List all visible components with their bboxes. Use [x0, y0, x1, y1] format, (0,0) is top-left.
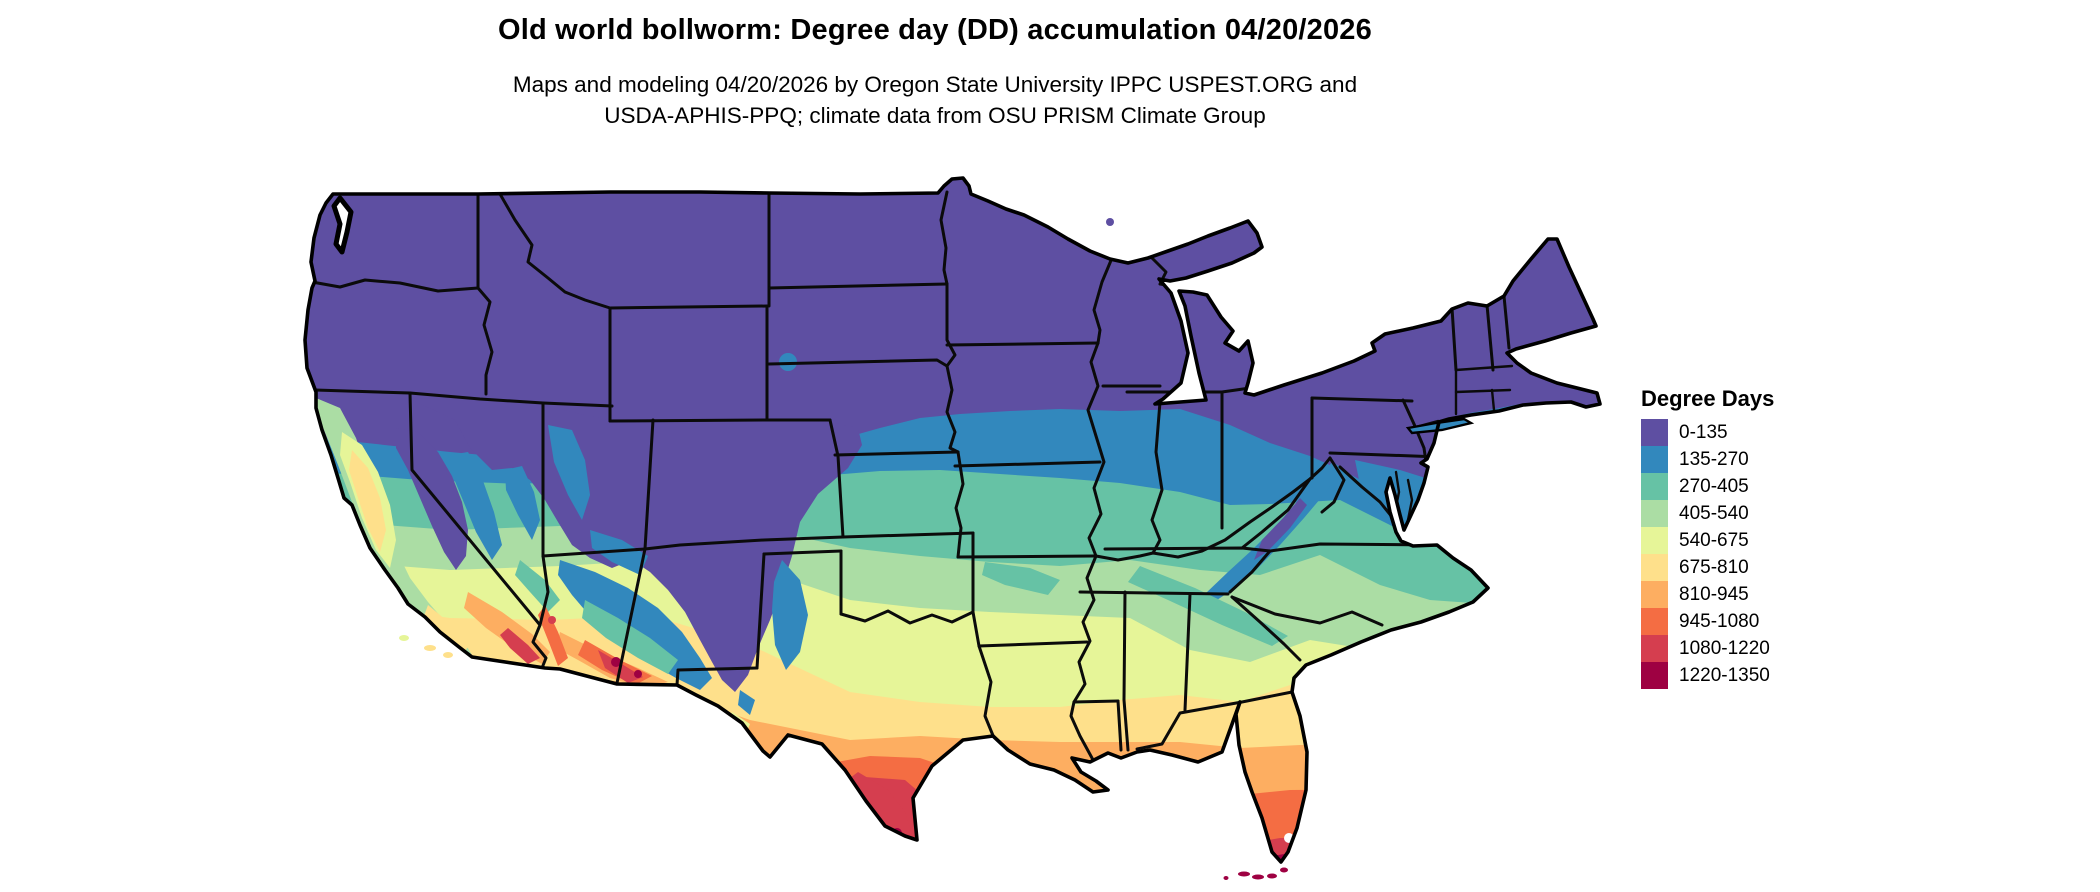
- state-borders: [310, 190, 1514, 788]
- legend-row: 405-540: [1641, 500, 1774, 527]
- florida-keys: [1252, 874, 1264, 880]
- subtitle: Maps and modeling 04/20/2026 by Oregon S…: [0, 69, 1870, 131]
- sierra-purple: [396, 428, 468, 570]
- legend-label: 675-810: [1679, 556, 1749, 578]
- legend-swatch: [1641, 473, 1668, 500]
- florida-keys: [1223, 876, 1229, 880]
- header: Old world bollworm: Degree day (DD) accu…: [0, 14, 1870, 131]
- channel-island: [399, 635, 409, 641]
- legend-label: 1080-1220: [1679, 637, 1770, 659]
- legend-row: 135-270: [1641, 446, 1774, 473]
- puget-sound: [331, 195, 354, 255]
- legend: Degree Days 0-135 135-270 270-405 405-540 54…: [1641, 386, 1774, 689]
- florida-keys: [1280, 867, 1288, 873]
- legend-title: Degree Days: [1641, 386, 1775, 411]
- legend-swatch: [1641, 662, 1668, 689]
- legend-swatch: [1641, 446, 1668, 473]
- legend-swatch: [1641, 419, 1668, 446]
- legend-label: 270-405: [1679, 475, 1749, 497]
- subtitle-line-2: USDA-APHIS-PPQ; climate data from OSU PR…: [604, 103, 1266, 128]
- legend-label: 0-135: [1679, 421, 1728, 443]
- legend-swatch: [1641, 500, 1668, 527]
- subtitle-line-1: Maps and modeling 04/20/2026 by Oregon S…: [512, 72, 1358, 97]
- legend-row: 1080-1220: [1641, 635, 1774, 662]
- map-raster: [305, 178, 1600, 862]
- legend-swatch: [1641, 608, 1668, 635]
- legend-label: 135-270: [1679, 448, 1749, 470]
- legend-swatch: [1641, 581, 1668, 608]
- legend-row: 945-1080: [1641, 608, 1774, 635]
- legend-swatch: [1641, 527, 1668, 554]
- legend-label: 540-675: [1679, 529, 1749, 551]
- florida-keys: [1238, 871, 1250, 877]
- legend-row: 675-810: [1641, 554, 1774, 581]
- us-outline: [303, 176, 1602, 864]
- legend-row: 540-675: [1641, 527, 1774, 554]
- legend-rows: 0-135 135-270 270-405 405-540 540-675 675-810…: [1641, 419, 1774, 689]
- legend-label: 1220-1350: [1679, 664, 1770, 686]
- florida-keys: [1267, 873, 1277, 879]
- legend-row: 270-405: [1641, 473, 1774, 500]
- isle-royale: [1106, 218, 1114, 226]
- legend-row: 0-135: [1641, 419, 1774, 446]
- channel-island: [424, 645, 436, 651]
- legend-label: 810-945: [1679, 583, 1749, 605]
- legend-row: 1220-1350: [1641, 662, 1774, 689]
- legend-row: 810-945: [1641, 581, 1774, 608]
- legend-label: 405-540: [1679, 502, 1749, 524]
- legend-swatch: [1641, 554, 1668, 581]
- legend-label: 945-1080: [1679, 610, 1760, 632]
- page-title: Old world bollworm: Degree day (DD) accu…: [498, 14, 1372, 46]
- channel-island: [443, 652, 453, 658]
- legend-swatch: [1641, 635, 1668, 662]
